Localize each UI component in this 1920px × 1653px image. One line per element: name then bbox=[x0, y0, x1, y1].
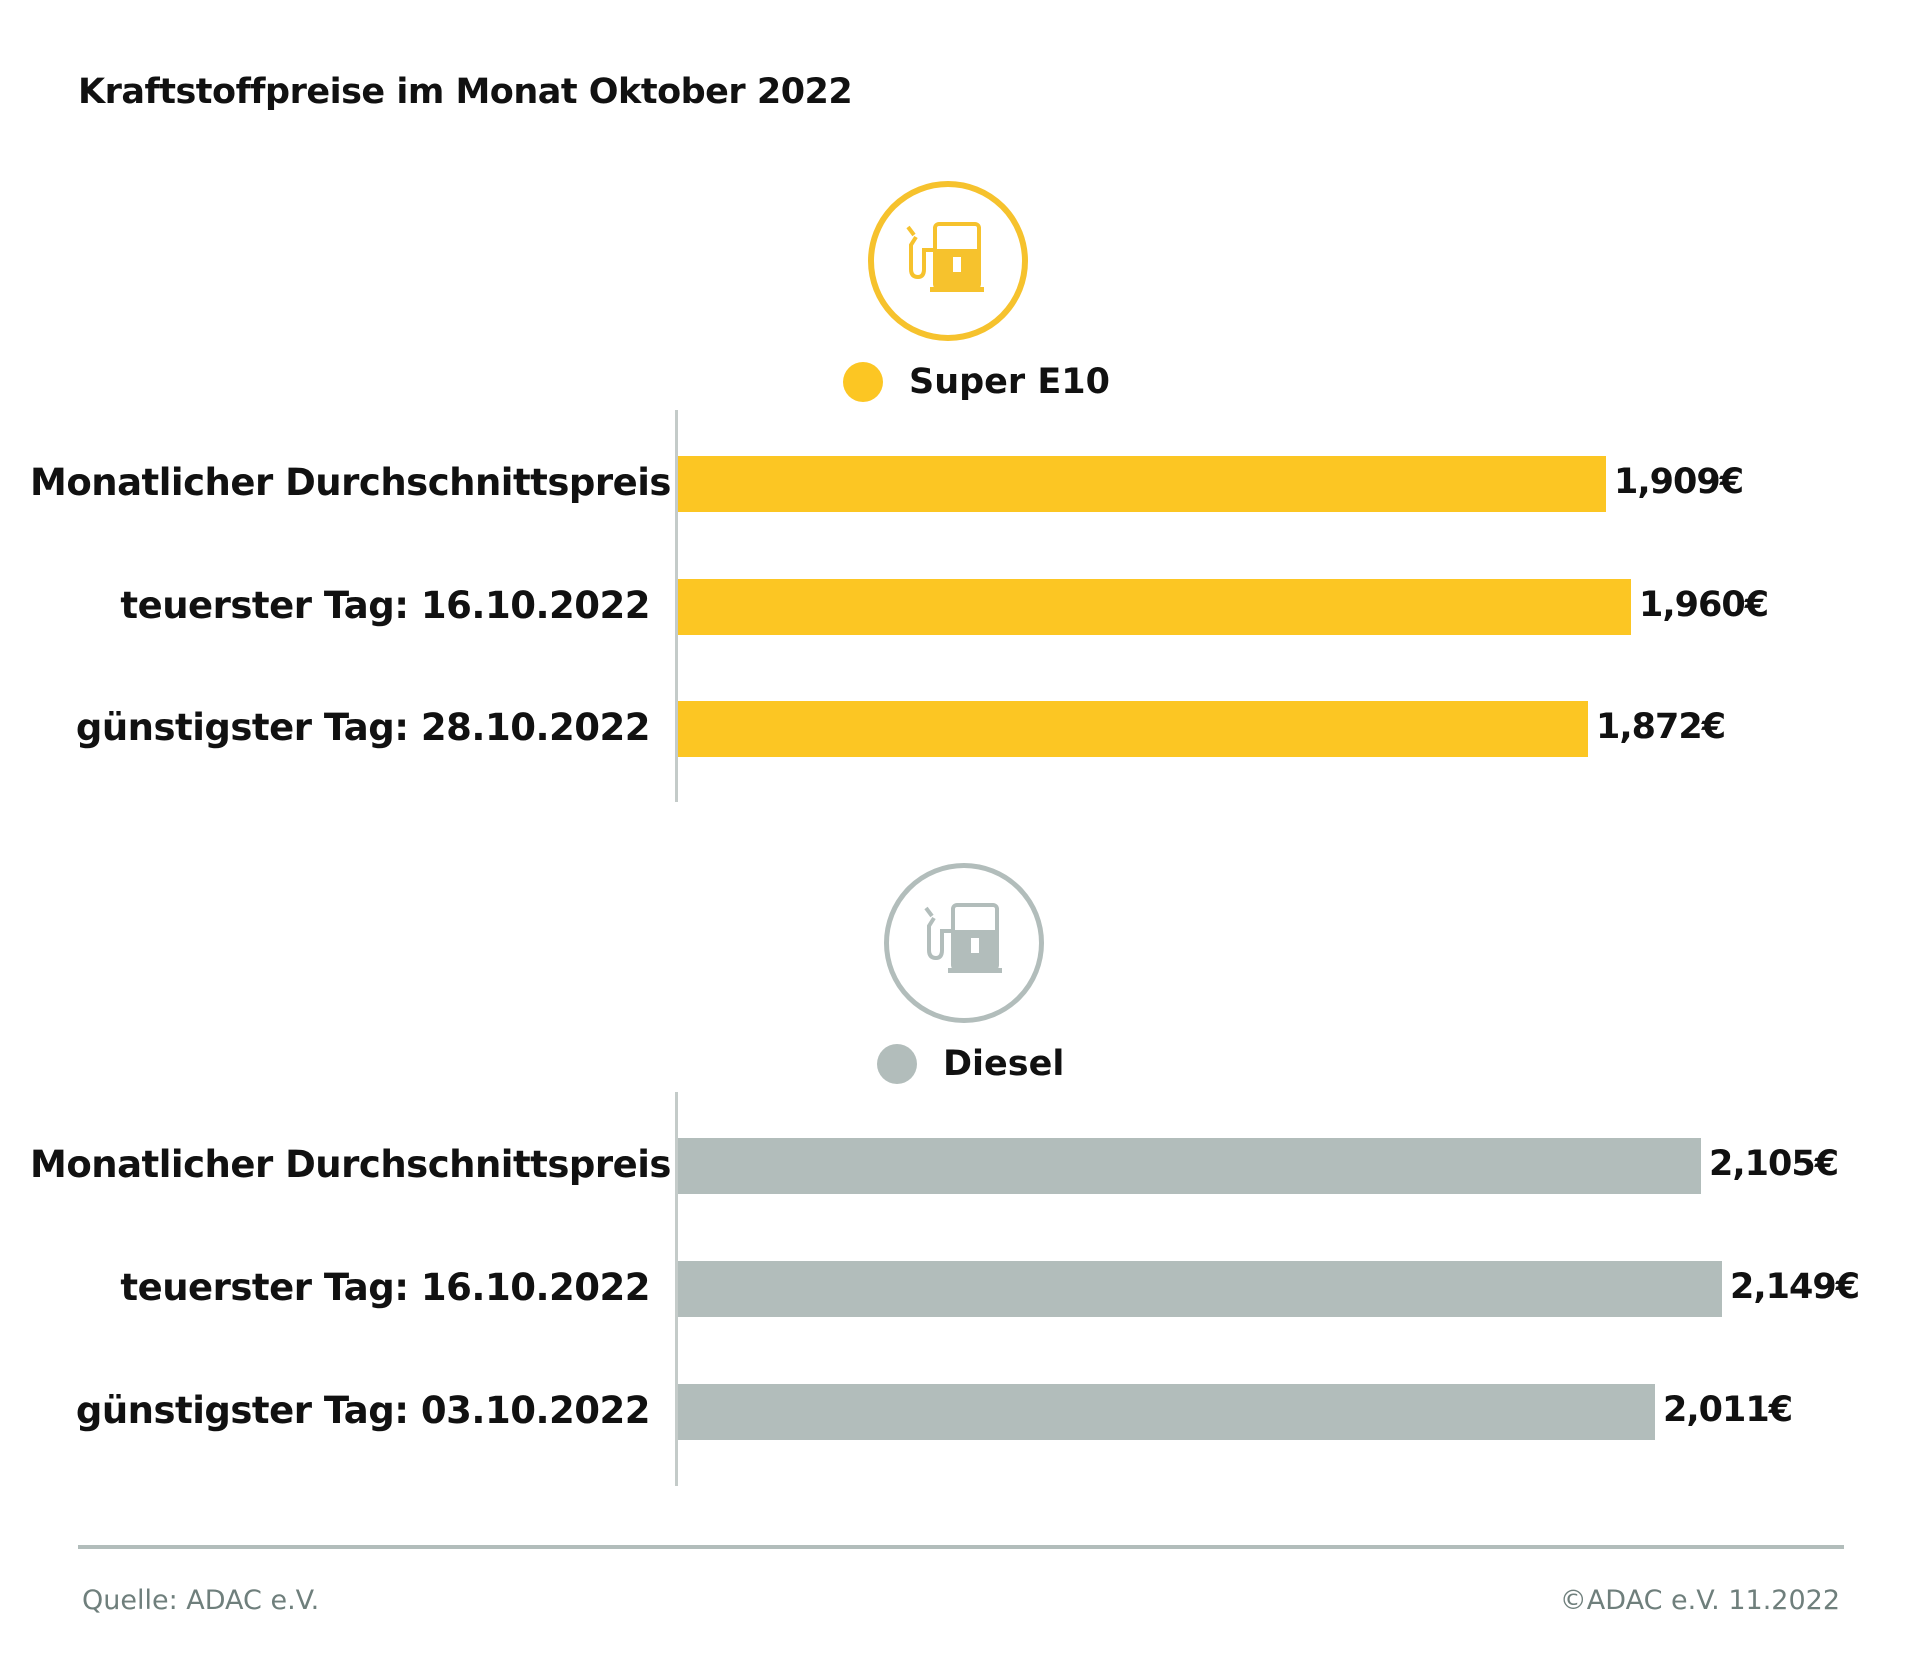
bar-super-e10-2 bbox=[678, 701, 1588, 757]
bar-value-diesel-2: 2,011€ bbox=[1663, 1390, 1793, 1430]
bar-value-diesel-0: 2,105€ bbox=[1709, 1144, 1839, 1184]
bar-value-super-e10-0: 1,909€ bbox=[1614, 462, 1744, 502]
legend-label-diesel: Diesel bbox=[943, 1044, 1065, 1084]
axis-line-super-e10 bbox=[675, 410, 678, 802]
bar-diesel-2 bbox=[678, 1384, 1655, 1440]
legend-diesel: Diesel bbox=[877, 1044, 1064, 1084]
legend-dot-super-e10 bbox=[843, 362, 883, 402]
footer-divider bbox=[78, 1545, 1844, 1549]
bar-value-super-e10-2: 1,872€ bbox=[1596, 707, 1726, 747]
category-label: günstigster Tag: 28.10.2022 bbox=[75, 706, 651, 749]
legend-dot-diesel bbox=[877, 1044, 917, 1084]
bar-super-e10-1 bbox=[678, 579, 1631, 635]
category-label: teuerster Tag: 16.10.2022 bbox=[120, 584, 650, 627]
bar-super-e10-0 bbox=[678, 456, 1606, 512]
category-label: günstigster Tag: 03.10.2022 bbox=[75, 1389, 651, 1432]
bar-value-super-e10-1: 1,960€ bbox=[1639, 585, 1769, 625]
source-note: Quelle: ADAC e.V. bbox=[82, 1585, 320, 1616]
category-label: Monatlicher Durchschnittspreis bbox=[30, 1143, 671, 1186]
bar-diesel-0 bbox=[678, 1138, 1701, 1194]
axis-line-diesel bbox=[675, 1092, 678, 1486]
chart-title: Kraftstoffpreise im Monat Oktober 2022 bbox=[78, 72, 853, 112]
bar-value-diesel-1: 2,149€ bbox=[1730, 1267, 1860, 1307]
category-label: Monatlicher Durchschnittspreis bbox=[30, 461, 671, 504]
copyright-note: ©ADAC e.V. 11.2022 bbox=[1559, 1585, 1840, 1616]
bar-diesel-1 bbox=[678, 1261, 1722, 1317]
legend-super-e10: Super E10 bbox=[843, 362, 1110, 402]
fuel-pump-icon bbox=[884, 863, 1044, 1023]
category-label: teuerster Tag: 16.10.2022 bbox=[120, 1266, 650, 1309]
fuel-pump-icon bbox=[868, 181, 1028, 341]
legend-label-super-e10: Super E10 bbox=[909, 362, 1110, 402]
